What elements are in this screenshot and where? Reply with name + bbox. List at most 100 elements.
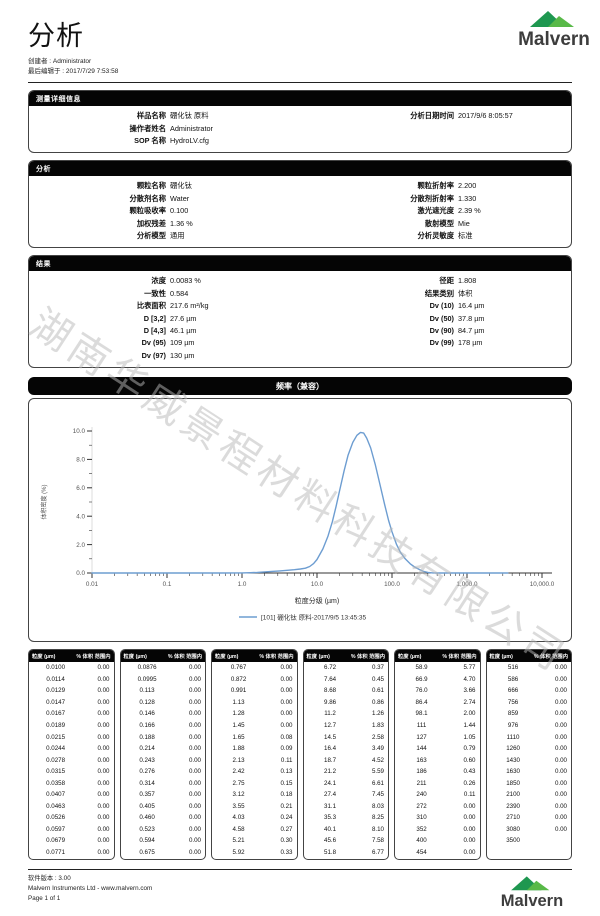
field-row: 分析灵敏度 标准 — [296, 230, 561, 242]
size-cell: 516 — [507, 664, 519, 672]
size-cell: 127 — [416, 733, 427, 741]
percent-cell: 1.05 — [463, 733, 476, 741]
size-cell: 0.405 — [139, 802, 155, 810]
section-analysis: 分析 颗粒名称 硼化钛 分散剂名称 Water 颗粒吸收率 0.100 加权残差 1.36 %… — [28, 160, 572, 249]
x-tick-label: 1,000.0 — [456, 581, 478, 588]
table-row: 0.675 0.00 — [121, 847, 206, 859]
table-row: 976 0.00 — [487, 720, 572, 732]
frequency-chart-svg: 0.01 0.1 1.0 10.0 100.0 1,000.0 10,000.0 0.0 2.0… — [40, 427, 555, 622]
percent-cell: 0.09 — [280, 745, 293, 753]
size-cell: 1630 — [506, 768, 520, 776]
field-row: Dv (99) 178 µm — [296, 337, 561, 349]
field-value: 16.4 µm — [458, 301, 485, 311]
field-row: 颗粒吸收率 0.100 — [31, 205, 296, 217]
field-value: 1.36 % — [170, 218, 193, 228]
field-label: Dv (99) — [429, 338, 454, 348]
table-row: 0.0597 0.00 — [29, 824, 114, 836]
size-cell: 18.7 — [324, 756, 337, 764]
size-cell: 1.45 — [232, 721, 245, 729]
field-value: 体积 — [458, 288, 473, 298]
size-cell: 5.21 — [232, 837, 245, 845]
size-cell: 0.0526 — [46, 814, 66, 822]
size-cell: 0.594 — [139, 837, 155, 845]
field-row: Dv (90) 84.7 µm — [296, 325, 561, 337]
table-row: 16.4 3.49 — [304, 743, 389, 755]
x-tick-label: 10.0 — [311, 581, 324, 588]
percent-cell: 8.10 — [371, 825, 384, 833]
table-row: 86.4 2.74 — [395, 697, 480, 709]
size-cell: 86.4 — [415, 698, 428, 706]
percent-cell: 0.00 — [188, 675, 201, 683]
percent-cell: 0.00 — [188, 825, 201, 833]
percent-cell: 0.00 — [97, 837, 110, 845]
size-cell: 0.0147 — [46, 698, 66, 706]
table-row: 0.0244 0.00 — [29, 743, 114, 755]
table-row: 0.0876 0.00 — [121, 662, 206, 674]
size-cell: 976 — [507, 721, 519, 729]
percent-cell: 0.00 — [463, 848, 476, 856]
size-cell: 0.460 — [139, 814, 155, 822]
section-measurement-details: 测量详细信息 样品名称 硼化钛 原料 操作者姓名 Administrator SOP 名… — [28, 90, 572, 154]
size-cell: 58.9 — [415, 664, 428, 672]
size-cell: 0.243 — [139, 756, 155, 764]
field-row: 加权残差 1.36 % — [31, 218, 296, 230]
percent-cell: 0.11 — [463, 791, 476, 799]
field-label: Dv (50) — [429, 313, 454, 323]
percent-cell: 0.86 — [371, 698, 384, 706]
percent-cell: 0.00 — [97, 791, 110, 799]
table-row: 1.13 0.00 — [212, 697, 297, 709]
size-column-header: 粒度 (µm) — [123, 654, 147, 661]
percent-cell: 0.00 — [188, 848, 201, 856]
field-row: 分散剂名称 Water — [31, 193, 296, 205]
field-value: 0.584 — [170, 288, 189, 298]
field-label: 分析日期时间 — [410, 111, 454, 121]
table-row: 0.243 0.00 — [121, 755, 206, 767]
percent-cell: 0.37 — [371, 664, 384, 672]
table-row: 516 0.00 — [487, 662, 572, 674]
table-row: 3.12 0.18 — [212, 789, 297, 801]
percent-cell: 0.00 — [554, 745, 567, 753]
table-row: 0.0358 0.00 — [29, 778, 114, 790]
size-cell: 272 — [416, 802, 427, 810]
x-tick-label: 1.0 — [238, 581, 247, 588]
field-value: 84.7 µm — [458, 326, 485, 335]
brand-text: Malvern — [518, 29, 590, 50]
table-row: 1.45 0.00 — [212, 720, 297, 732]
section-title: 分析 — [29, 161, 571, 177]
table-row: 0.0278 0.00 — [29, 755, 114, 767]
table-row: 1.88 0.09 — [212, 743, 297, 755]
percent-cell: 0.27 — [280, 825, 293, 833]
table-row: 0.0100 0.00 — [29, 662, 114, 674]
table-row: 0.146 0.00 — [121, 708, 206, 720]
field-label: 激光遮光度 — [417, 206, 454, 216]
software-version: 软件版本 : 3.00 — [28, 874, 71, 882]
table-row: 0.357 0.00 — [121, 789, 206, 801]
table-row: 2.13 0.11 — [212, 755, 297, 767]
table-row: 111 1.44 — [395, 720, 480, 732]
size-cell: 454 — [416, 848, 427, 856]
percent-cell: 2.00 — [463, 710, 476, 718]
table-row: 0.0215 0.00 — [29, 732, 114, 744]
field-label: 操作者姓名 — [129, 123, 166, 133]
brand-text: Malvern — [501, 890, 563, 909]
table-row: 3080 0.00 — [487, 824, 572, 836]
size-cell: 76.0 — [415, 687, 428, 695]
percent-column-header: % 体积 范围内 — [533, 654, 568, 661]
field-row: 分散剂折射率 1.330 — [296, 193, 561, 205]
size-cell: 11.2 — [324, 710, 336, 718]
size-cell: 1.65 — [232, 733, 245, 741]
field-label: 样品名称 — [136, 111, 166, 121]
size-table: 粒度 (µm) % 体积 范围内 0.0100 0.00 0.0114 0.00 0.012… — [28, 649, 572, 860]
size-table-group-header: 粒度 (µm) % 体积 范围内 — [120, 650, 205, 663]
size-cell: 9.86 — [324, 698, 337, 706]
table-row: 3.55 0.21 — [212, 801, 297, 813]
size-cell: 3.55 — [232, 802, 245, 810]
percent-cell: 0.00 — [463, 814, 476, 822]
section-title: 结果 — [29, 256, 571, 272]
size-cell: 3500 — [506, 837, 520, 845]
size-cell: 1260 — [506, 745, 520, 753]
size-column-header: 粒度 (µm) — [306, 654, 330, 661]
percent-cell: 0.00 — [463, 837, 476, 845]
field-label: 浓度 — [151, 276, 166, 286]
table-row: 5.21 0.30 — [212, 835, 297, 847]
